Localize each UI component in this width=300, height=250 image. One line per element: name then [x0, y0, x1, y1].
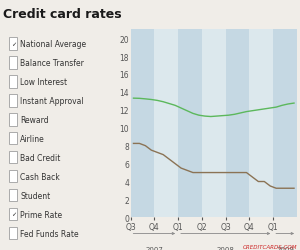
Bar [202, 30, 226, 218]
Bar [154, 30, 178, 218]
Text: Low Interest: Low Interest [20, 78, 68, 87]
Bar [178, 30, 202, 218]
Text: Fed Funds Rate: Fed Funds Rate [20, 228, 79, 237]
Text: Student: Student [20, 191, 51, 200]
Bar [130, 30, 154, 218]
Text: Airline: Airline [20, 134, 45, 143]
Text: Reward: Reward [20, 116, 49, 124]
Bar [226, 30, 249, 218]
Text: ✓: ✓ [11, 42, 16, 47]
Text: Instant Approval: Instant Approval [20, 96, 84, 106]
Text: National Average: National Average [20, 40, 86, 49]
Text: Bad Credit: Bad Credit [20, 153, 61, 162]
Text: CREDITCARDS.COM: CREDITCARDS.COM [242, 244, 297, 249]
Bar [273, 30, 297, 218]
Text: 2009: 2009 [276, 246, 294, 250]
Text: Cash Back: Cash Back [20, 172, 60, 181]
Text: Prime Rate: Prime Rate [20, 210, 62, 219]
Text: 2007: 2007 [145, 246, 163, 250]
Text: 2008: 2008 [217, 246, 235, 250]
Text: Credit card rates: Credit card rates [3, 8, 122, 20]
Text: Balance Transfer: Balance Transfer [20, 59, 84, 68]
Bar [249, 30, 273, 218]
Text: ✓: ✓ [11, 212, 16, 217]
